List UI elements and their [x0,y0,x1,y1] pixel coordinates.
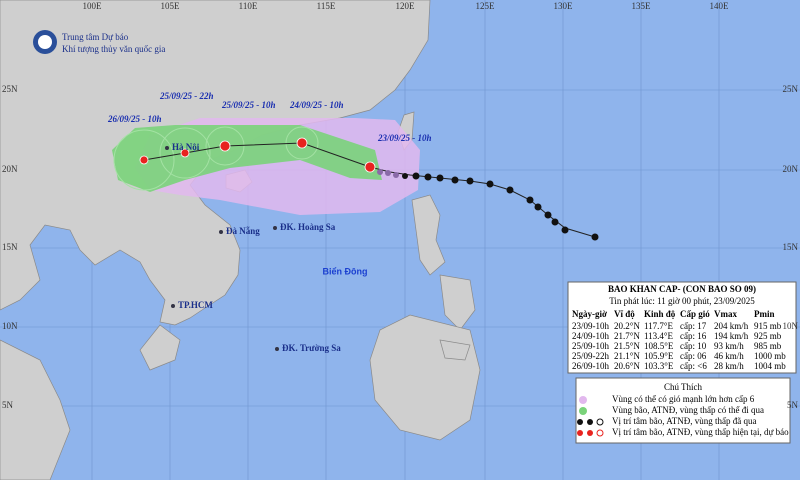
lat-label: 10N [2,321,18,331]
column-header: Ngày-giờ [572,309,607,319]
legend-item: Vùng có thể có gió mạnh lớn hơn cấp 6 [612,394,755,404]
table-cell: 915 mb [754,321,782,331]
place-dot [165,146,169,150]
track-label: 23/09/25 - 10h [377,133,432,143]
lon-label: 140E [710,1,730,11]
table-cell: 925 mb [754,331,782,341]
track-label: 25/09/25 - 10h [221,100,276,110]
lat-label: 25N [783,84,799,94]
place-label: ĐK. Hoàng Sa [280,222,336,232]
legend-title: Chú Thích [664,382,703,392]
lat-label: 20N [2,164,18,174]
table-cell: 105.9°E [644,351,674,361]
table-cell: 20.2°N [614,321,640,331]
legend-item: Vị trí tâm bão, ATNĐ, vùng thấp hiện tại… [612,427,789,437]
table-cell: 21.7°N [614,331,640,341]
forecast-circles [113,126,319,191]
agency: Trung tâm Dự báo [62,32,129,42]
table-cell: 113.4°E [644,331,674,341]
agency-sub: Khí tượng thủy văn quốc gia [62,44,165,54]
table-cell: 108.5°E [644,341,674,351]
place-dot [171,304,175,308]
legend-swatches [577,396,604,437]
legend-box [575,377,791,444]
track-label: 26/09/25 - 10h [107,114,162,124]
lat-label: 20N [783,164,799,174]
table-cell: 985 mb [754,341,782,351]
column-header: Vĩ độ [614,309,635,319]
table-cell: 103.3°E [644,361,674,371]
lat-label: 10N [783,321,799,331]
table-cell: cấp: 06 [680,351,707,361]
lon-label: 115E [317,1,336,11]
lat-label: 5N [787,400,799,410]
lon-label: 135E [632,1,652,11]
place-label: ĐK. Trường Sa [282,343,341,353]
place-label: Hà Nội [172,142,200,152]
table-cell: 117.7°E [644,321,674,331]
track-label: 24/09/25 - 10h [289,100,344,110]
track-label: 25/09/25 - 22h [159,91,214,101]
column-header: Kinh độ [644,309,676,319]
table-cell: cấp: 17 [680,321,707,331]
lon-label: 110E [239,1,258,11]
table-cell: 25/09-10h [572,341,609,351]
table-cell: 204 km/h [714,321,749,331]
table-cell: 1000 mb [754,351,786,361]
lon-label: 125E [476,1,496,11]
lon-label: 130E [554,1,574,11]
forecast-positions [139,137,376,173]
table-cell: 20.6°N [614,361,640,371]
place-label: TP.HCM [178,300,213,310]
column-header: Pmin [754,309,775,319]
lon-label: 100E [83,1,103,11]
table-cell: 25/09-22h [572,351,609,361]
place-label: Đà Nẵng [226,226,260,236]
table-cell: 21.1°N [614,351,640,361]
legend-item: Vùng bão, ATNĐ, vùng thấp có thể đi qua [612,405,764,415]
table-cell: cấp: <6 [680,361,707,371]
table-cell: 26/09-10h [572,361,609,371]
place-dot [275,347,279,351]
table-cell: 28 km/h [714,361,744,371]
sea-label: Biển Đông [323,266,368,276]
table-cell: 1004 mb [754,361,786,371]
table-cell: 194 km/h [714,331,749,341]
lat-label: 15N [2,242,18,252]
place-dot [273,226,277,230]
bulletin-title: BAO KHAN CAP- (CON BAO SO 09) [608,284,756,294]
legend-item: Vị trí tâm bão, ATNĐ, vùng thấp đã qua [612,416,756,426]
lat-label: 15N [783,242,799,252]
lat-label: 5N [2,400,14,410]
column-header: Cấp gió [680,309,710,319]
forecast-cone [112,125,382,192]
place-dot [219,230,223,234]
logo [33,30,57,54]
bulletin-box [567,281,797,374]
table-cell: 46 km/h [714,351,744,361]
bulletin-issued: Tin phát lúc: 11 giờ 00 phút, 23/09/2025 [609,296,755,306]
table-cell: cấp: 16 [680,331,707,341]
lon-label: 105E [161,1,181,11]
table-cell: 23/09-10h [572,321,609,331]
lon-label: 120E [396,1,416,11]
land [0,0,481,480]
lat-label: 25N [2,84,18,94]
table-cell: 21.5°N [614,341,640,351]
table-cell: 93 km/h [714,341,744,351]
past-positions [377,169,599,241]
table-cell: cấp: 10 [680,341,707,351]
column-header: Vmax [714,309,737,319]
table-cell: 24/09-10h [572,331,609,341]
